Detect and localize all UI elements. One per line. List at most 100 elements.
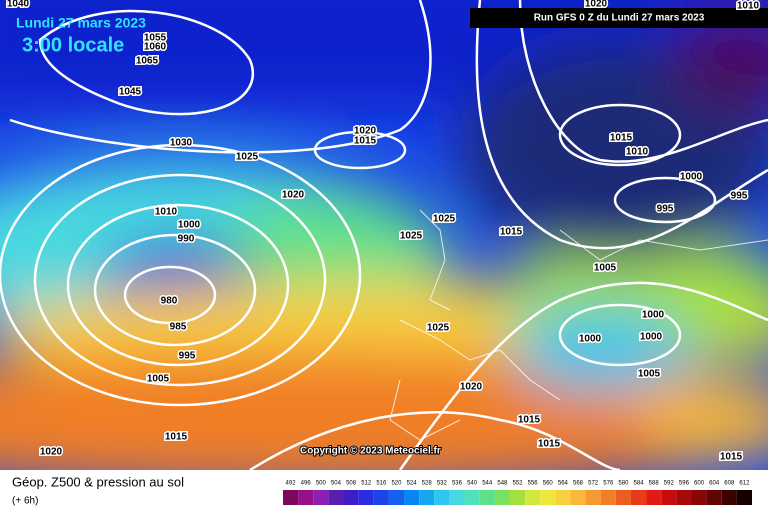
isobar-label: 1000: [642, 310, 665, 321]
scale-label: 520: [391, 481, 402, 487]
isobar-label: 1000: [178, 220, 201, 231]
scale-label: 548: [497, 481, 508, 487]
isobar-label: 1025: [236, 152, 259, 163]
isobar-label: 1040: [7, 0, 30, 10]
scale-label: 604: [709, 481, 720, 487]
isobar-label: 1015: [500, 227, 523, 238]
isobar-label: 1015: [354, 136, 377, 147]
scale-label: 576: [603, 481, 614, 487]
isobars: [0, 0, 768, 470]
scale-label: 528: [422, 481, 433, 487]
scale-label: 508: [346, 481, 357, 487]
isobar-label: 1020: [354, 126, 377, 137]
scale-label: 492: [286, 481, 297, 487]
run-text: Run GFS 0 Z du Lundi 27 mars 2023: [534, 13, 705, 24]
scale-swatch: [570, 490, 586, 505]
isobar-label: 1015: [610, 133, 633, 144]
scale-label: 512: [361, 481, 372, 487]
scale-swatch: [509, 490, 526, 505]
scale-label: 556: [528, 481, 539, 487]
scale-label: 504: [331, 481, 342, 487]
coastlines: [389, 209, 768, 441]
isobar-label: 995: [179, 351, 196, 362]
time-title: 3:00 locale: [22, 34, 124, 56]
scale-label: 500: [316, 481, 327, 487]
scale-swatch: [615, 490, 631, 505]
isobar-label: 1020: [282, 190, 305, 201]
copyright: Copyright © 2023 Meteociel.fr: [300, 446, 441, 457]
scale-swatch: [736, 490, 752, 505]
map-field: [0, 0, 768, 470]
isobar-label: 1060: [144, 42, 167, 53]
scale-label: 544: [482, 481, 493, 487]
isobar-label: 980: [161, 296, 178, 307]
scale-swatch: [676, 490, 692, 505]
scale-swatch: [328, 490, 344, 505]
scale-label: 516: [376, 481, 387, 487]
isobar-label: 1065: [136, 56, 159, 67]
scale-swatch: [404, 490, 420, 505]
scale-swatch: [600, 490, 616, 505]
scale-swatch: [661, 490, 677, 505]
scale-swatch: [358, 490, 374, 505]
isobar-label: 1005: [147, 374, 170, 385]
scale-swatch: [479, 490, 495, 505]
scale-swatch: [464, 490, 480, 505]
scale-swatch: [388, 490, 405, 505]
scale-swatch: [343, 490, 359, 505]
isobar-label: 985: [170, 322, 187, 333]
scale-swatch: [525, 490, 541, 505]
scale-swatch: [313, 490, 329, 505]
isobar-label: 990: [178, 234, 195, 245]
scale-label: 608: [724, 481, 735, 487]
run-banner: [470, 8, 768, 28]
scale-swatch: [434, 490, 450, 505]
scale-swatch: [494, 490, 510, 505]
scale-label: 532: [437, 481, 448, 487]
date-title: Lundi 27 mars 2023: [16, 15, 146, 31]
footer-title: Géop. Z500 & pression au sol: [12, 474, 184, 489]
scale-label: 564: [558, 481, 569, 487]
isobar-label: 1045: [119, 87, 142, 98]
scale-swatch: [449, 490, 465, 505]
scale-swatch: [721, 490, 737, 505]
isobar-label: 1055: [144, 33, 167, 44]
isobar-label: 1025: [400, 231, 423, 242]
scale-label: 580: [618, 481, 629, 487]
isobar-label: 995: [731, 191, 748, 202]
scale-swatch: [706, 490, 722, 505]
scale-label: 568: [573, 481, 584, 487]
scale-swatch: [373, 490, 389, 505]
scale-swatch: [540, 490, 556, 505]
scale-label: 572: [588, 481, 599, 487]
isobar-label: 1010: [626, 147, 649, 158]
scale-label: 584: [634, 481, 645, 487]
scale-label: 552: [512, 481, 523, 487]
scale-swatch: [585, 490, 601, 505]
scale-swatch: [646, 490, 662, 505]
scale-label: 560: [543, 481, 554, 487]
isobar-label: 1015: [720, 452, 743, 463]
isobar-label: 1025: [427, 323, 450, 334]
isobar-label: 1000: [680, 172, 703, 183]
isobar-label: 1000: [579, 334, 602, 345]
isobar-label: 1005: [594, 263, 617, 274]
scale-swatch: [555, 490, 571, 505]
scale-label: 536: [452, 481, 463, 487]
isobar-label: 1015: [518, 415, 541, 426]
scale-swatch: [298, 490, 314, 505]
scale-swatch: [630, 490, 647, 505]
isobar-label: 1020: [40, 447, 63, 458]
scale-label: 496: [301, 481, 312, 487]
isobar-label: 1010: [737, 1, 760, 12]
scale-label: 592: [664, 481, 675, 487]
isobar-label: 1015: [165, 432, 188, 443]
isobar-label: 1010: [155, 207, 178, 218]
scale-swatch: [691, 490, 707, 505]
isobar-label: 1025: [433, 214, 456, 225]
scale-label: 540: [467, 481, 478, 487]
isobar-label: 995: [657, 204, 674, 215]
scale-label: 612: [739, 481, 750, 487]
scale-label: 600: [694, 481, 705, 487]
